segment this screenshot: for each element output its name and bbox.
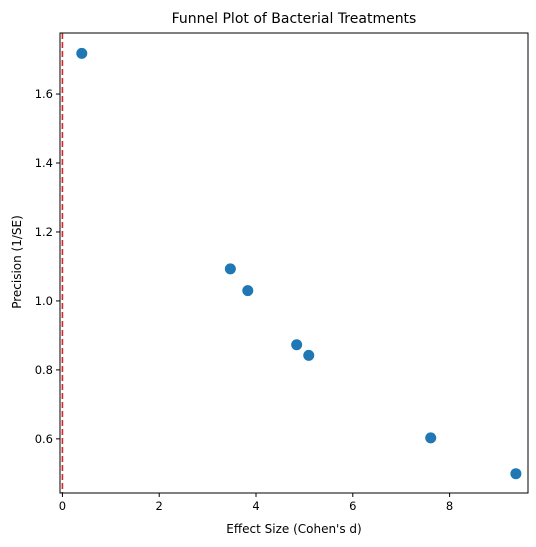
x-tick-label-0: 0 xyxy=(59,499,66,513)
y-tick-label-4: 1.4 xyxy=(35,156,53,170)
data-point-7 xyxy=(510,468,522,480)
data-point-2 xyxy=(224,263,236,275)
x-tick-label-4: 4 xyxy=(252,499,259,513)
data-point-6 xyxy=(425,432,437,444)
x-tick-label-6: 6 xyxy=(349,499,356,513)
y-tick-label-0: 0.6 xyxy=(35,432,53,446)
y-tick-label-5: 1.6 xyxy=(35,87,53,101)
data-point-5 xyxy=(303,349,315,361)
x-tick-label-2: 2 xyxy=(156,499,163,513)
data-point-3 xyxy=(242,285,254,297)
y-tick-label-3: 1.2 xyxy=(35,225,53,239)
axes-frame xyxy=(59,32,529,494)
chart-title: Funnel Plot of Bacterial Treatments xyxy=(172,11,417,27)
x-tick-label-8: 8 xyxy=(446,499,453,513)
y-tick-label-2: 1.0 xyxy=(35,294,53,308)
y-tick-label-1: 0.8 xyxy=(35,363,53,377)
y-axis-label: Precision (1/SE) xyxy=(10,215,24,309)
data-point-4 xyxy=(291,339,303,351)
data-point-1 xyxy=(76,47,88,59)
plot-area: 0 2 4 6 8 0.6 0.8 1.0 1.2 1.4 1.6 xyxy=(35,32,529,513)
x-axis-label: Effect Size (Cohen's d) xyxy=(226,522,361,536)
